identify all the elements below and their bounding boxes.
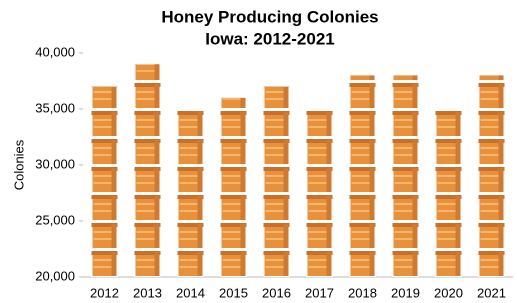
x-tick-label: 2021 — [477, 285, 506, 300]
chart-title: Honey Producing Colonies — [161, 7, 378, 26]
chart: Honey Producing Colonies Iowa: 2012-2021… — [0, 0, 517, 303]
y-tick-label: 30,000 — [35, 156, 75, 171]
bar — [92, 87, 118, 277]
bar — [350, 75, 376, 277]
y-axis-label: Colonies — [11, 139, 26, 190]
chart-subtitle: Iowa: 2012-2021 — [205, 29, 334, 48]
x-tick-label: 2012 — [90, 285, 119, 300]
x-tick-label: 2014 — [176, 285, 205, 300]
x-tick-label: 2013 — [133, 285, 162, 300]
bar — [264, 87, 290, 277]
y-tick-label: 40,000 — [35, 44, 75, 59]
y-tick-label: 35,000 — [35, 100, 75, 115]
y-tick-label: 25,000 — [35, 212, 75, 227]
x-tick-label: 2019 — [391, 285, 420, 300]
bar — [221, 98, 247, 277]
bar — [436, 109, 462, 277]
x-tick-label: 2020 — [434, 285, 463, 300]
x-tick-label: 2017 — [305, 285, 334, 300]
bar — [135, 64, 161, 277]
x-tick-label: 2016 — [262, 285, 291, 300]
bar — [479, 75, 505, 277]
bar — [393, 75, 419, 277]
bar — [178, 109, 204, 277]
bar — [307, 109, 333, 277]
x-tick-label: 2015 — [219, 285, 248, 300]
y-tick-label: 20,000 — [35, 268, 75, 283]
x-tick-label: 2018 — [348, 285, 377, 300]
